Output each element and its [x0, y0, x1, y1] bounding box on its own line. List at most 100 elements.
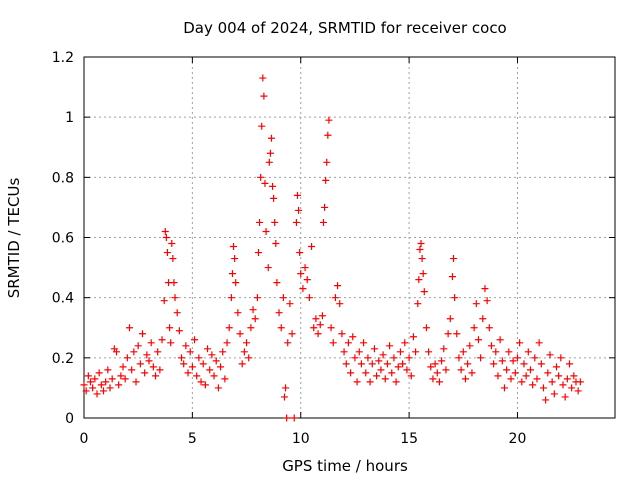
data-point — [308, 243, 316, 251]
data-point — [93, 390, 101, 398]
data-point — [388, 369, 396, 377]
data-point — [357, 360, 365, 368]
chart-title: Day 004 of 2024, SRMTID for receiver coc… — [183, 19, 507, 37]
data-point — [377, 366, 385, 374]
data-point — [535, 339, 543, 347]
data-point — [301, 264, 309, 272]
data-point — [95, 369, 103, 377]
data-point — [485, 324, 493, 332]
data-point — [347, 369, 355, 377]
data-point — [336, 300, 344, 308]
x-tick-label: 15 — [400, 431, 418, 447]
data-point — [334, 282, 342, 290]
data-point — [325, 116, 333, 124]
data-point — [355, 348, 363, 356]
data-point — [271, 218, 279, 226]
data-point — [500, 384, 508, 392]
data-point — [97, 381, 105, 389]
x-tick-label: 5 — [188, 431, 197, 447]
data-point — [147, 339, 155, 347]
data-point — [368, 360, 376, 368]
grid-lines — [84, 57, 615, 418]
data-point — [168, 240, 176, 248]
data-point — [136, 360, 144, 368]
data-point — [106, 384, 114, 392]
data-point — [314, 330, 322, 338]
data-point — [254, 249, 262, 257]
data-point — [162, 234, 170, 241]
data-point — [490, 360, 498, 368]
data-point — [126, 324, 134, 332]
data-point — [293, 191, 301, 199]
data-point — [210, 372, 218, 380]
data-point — [438, 357, 446, 365]
data-point — [230, 243, 238, 251]
data-point — [264, 264, 272, 272]
data-point — [132, 378, 140, 386]
data-point — [513, 354, 521, 362]
data-point — [531, 354, 539, 362]
data-point — [351, 354, 359, 362]
data-point — [130, 348, 138, 356]
data-point — [394, 363, 402, 371]
data-point — [295, 206, 303, 214]
data-point — [303, 276, 311, 284]
data-point — [570, 372, 578, 380]
data-point — [283, 414, 291, 422]
data-point — [511, 369, 519, 377]
data-point — [344, 339, 352, 347]
data-point — [195, 354, 203, 362]
data-point — [286, 300, 294, 308]
data-point — [375, 357, 383, 365]
data-point — [420, 288, 428, 296]
data-point — [170, 279, 178, 287]
data-point — [431, 360, 439, 368]
data-point — [516, 339, 524, 347]
data-point — [362, 369, 370, 377]
data-point — [414, 300, 422, 308]
data-point — [266, 149, 274, 157]
data-point — [186, 348, 194, 356]
data-point — [329, 339, 337, 347]
data-point — [292, 218, 300, 226]
data-point — [453, 330, 461, 338]
data-point — [468, 369, 476, 377]
data-point — [221, 375, 229, 383]
data-point — [464, 360, 472, 368]
data-point — [273, 279, 281, 287]
data-point — [487, 342, 495, 350]
data-point — [84, 372, 92, 380]
data-point — [323, 158, 331, 166]
data-point — [472, 300, 480, 308]
data-point — [305, 294, 313, 302]
data-point — [539, 384, 547, 392]
data-point — [555, 372, 563, 380]
data-point — [409, 333, 417, 341]
data-point — [379, 351, 387, 359]
data-point — [238, 360, 246, 368]
data-point — [370, 345, 378, 353]
data-point — [415, 276, 423, 284]
data-point — [479, 315, 487, 323]
data-point — [416, 246, 424, 254]
data-point — [260, 92, 268, 100]
y-tick-label: 1.2 — [52, 50, 74, 66]
data-point — [149, 363, 157, 371]
data-point — [163, 249, 171, 257]
data-point — [279, 294, 287, 302]
data-point — [386, 342, 394, 350]
data-point — [526, 366, 534, 374]
data-point — [366, 378, 374, 386]
y-axis-title: SRMTID / TECUs — [5, 178, 23, 299]
data-point — [214, 384, 222, 392]
data-point — [182, 342, 190, 350]
data-point — [188, 363, 196, 371]
data-point — [533, 375, 541, 383]
data-point — [169, 255, 177, 263]
data-point — [322, 176, 330, 184]
data-point — [154, 348, 162, 356]
data-point — [175, 327, 183, 335]
data-point — [550, 390, 558, 398]
data-point — [542, 396, 550, 404]
